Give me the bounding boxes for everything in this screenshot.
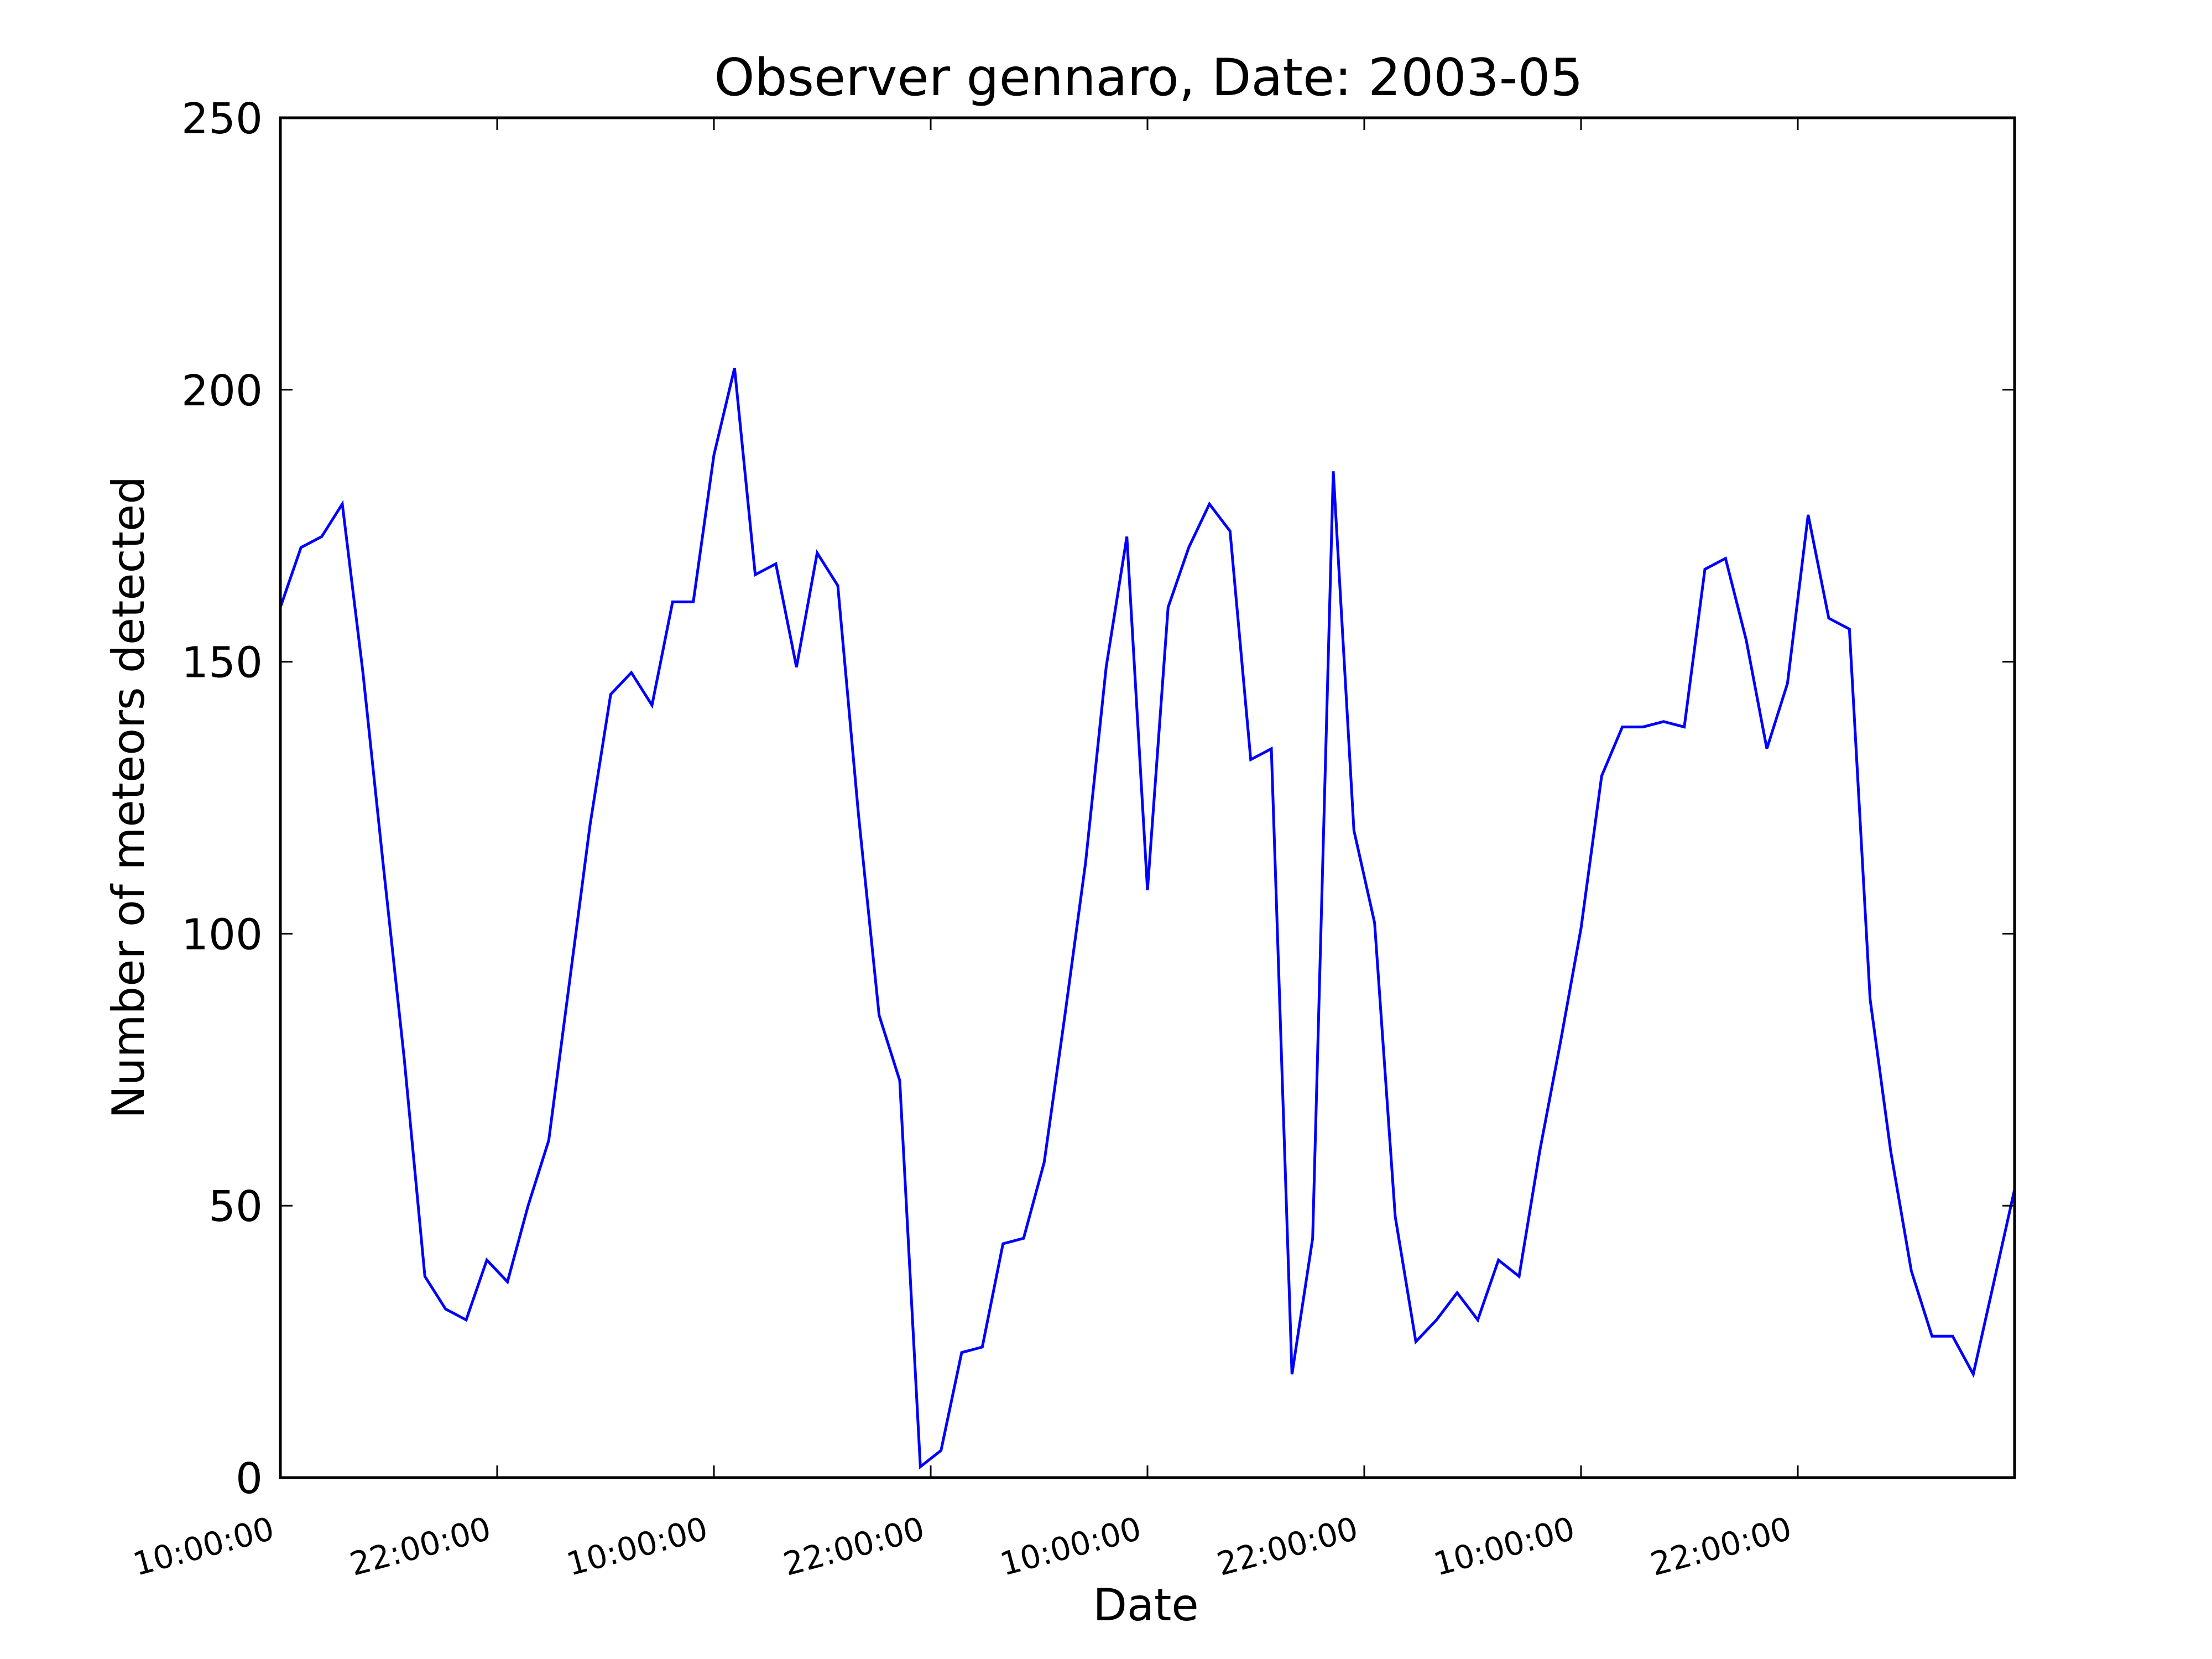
plot-frame (279, 116, 2016, 1479)
y-axis-tick-labels: 0 50 100 150 200 250 (181, 95, 263, 1504)
series-layer (279, 367, 2016, 1470)
y-tick-label: 100 (181, 910, 263, 959)
y-tick-label: 200 (181, 367, 263, 416)
plot-area (280, 118, 2015, 1478)
y-axis-label: Number of meteors detected (103, 476, 154, 1119)
y-tick-label: 250 (181, 95, 263, 144)
chart-title: Observer gennaro, Date: 2003-05 (714, 48, 1583, 107)
y-tick-label: 150 (181, 639, 263, 688)
x-axis-label: Date (1093, 1579, 1198, 1631)
y-tick-label: 0 (236, 1454, 263, 1504)
series-line-0 (279, 367, 2016, 1470)
y-tick-label: 50 (208, 1182, 263, 1232)
